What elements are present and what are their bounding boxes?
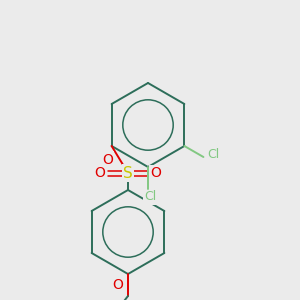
Text: S: S	[123, 166, 133, 181]
Text: O: O	[151, 166, 161, 180]
Text: Cl: Cl	[144, 190, 156, 203]
Text: O: O	[94, 166, 105, 180]
Text: O: O	[112, 278, 123, 292]
Text: O: O	[102, 152, 113, 167]
Text: Cl: Cl	[207, 148, 220, 160]
